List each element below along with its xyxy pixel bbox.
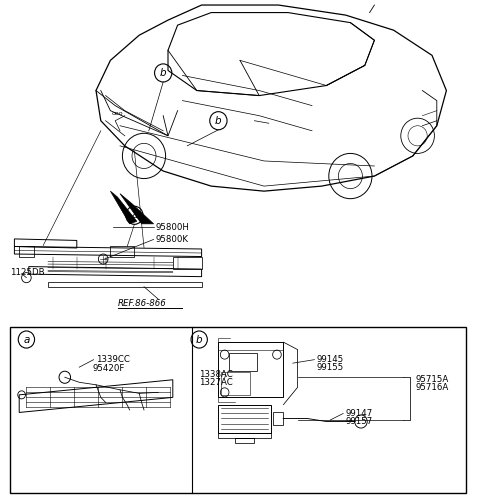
Polygon shape [120, 194, 154, 224]
Text: 99155: 99155 [317, 363, 344, 372]
Text: REF.86-866: REF.86-866 [118, 299, 167, 308]
Text: 1338AC: 1338AC [199, 370, 233, 379]
Text: 95716A: 95716A [415, 383, 448, 392]
Text: 1125DB: 1125DB [10, 268, 44, 277]
Text: 99145: 99145 [317, 355, 344, 364]
Bar [10, 327, 466, 493]
Text: 95420F: 95420F [92, 364, 124, 373]
Text: 95715A: 95715A [415, 375, 448, 384]
Polygon shape [110, 191, 137, 224]
Text: b: b [215, 116, 222, 126]
Text: 1339CC: 1339CC [96, 355, 130, 364]
Text: ooo: ooo [112, 111, 123, 116]
Text: b: b [196, 334, 203, 345]
Text: 95800H: 95800H [156, 223, 190, 232]
Text: b: b [160, 68, 167, 78]
Text: 99157: 99157 [346, 417, 373, 426]
Text: 95800K: 95800K [156, 235, 189, 244]
Text: a: a [131, 210, 138, 220]
Text: a: a [23, 334, 30, 345]
Text: 99147: 99147 [346, 409, 373, 418]
Text: 1327AC: 1327AC [199, 378, 233, 387]
